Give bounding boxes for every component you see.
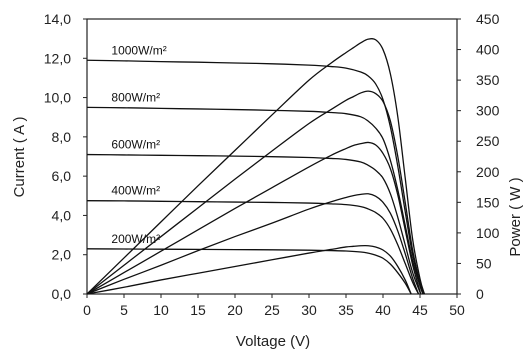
y-left-tick-label: 8,0 <box>52 129 72 145</box>
y-right-tick-label: 50 <box>476 255 492 271</box>
y-left-tick-label: 2,0 <box>52 247 72 263</box>
y-left-tick-label: 12,0 <box>44 50 71 66</box>
x-tick-label: 50 <box>449 302 465 318</box>
x-tick-label: 25 <box>264 302 280 318</box>
y-right-axis-title: Power ( W ) <box>507 177 524 256</box>
x-tick-label: 35 <box>338 302 354 318</box>
y-right-tick-label: 400 <box>476 42 500 58</box>
y-right-tick-label: 100 <box>476 225 500 241</box>
y-left-tick-label: 6,0 <box>52 168 72 184</box>
series-label-800w-m: 800W/m² <box>111 90 160 104</box>
labels: 0 5 10 15 20 25 30 35 40 45 50 0,0 2,0 4,0 6,0 8,0 10,0 1… <box>44 11 500 318</box>
x-tick-label: 15 <box>190 302 206 318</box>
x-axis-title: Voltage (V) <box>236 333 310 350</box>
y-left-axis-title: Current ( A ) <box>11 117 28 198</box>
y-right-tick-label: 0 <box>476 286 484 302</box>
series-label-1000w-m: 1000W/m² <box>111 43 166 57</box>
y-right-tick-label: 450 <box>476 11 500 27</box>
iv-curve-600w-m <box>86 153 422 295</box>
y-right-tick-label: 300 <box>476 103 500 119</box>
y-left-tick-label: 0,0 <box>52 286 72 302</box>
series-label-200w-m: 200W/m² <box>111 232 160 246</box>
x-tick-label: 30 <box>301 302 317 318</box>
y-right-tick-label: 350 <box>476 72 500 88</box>
x-tick-label: 20 <box>227 302 243 318</box>
iv-curve-200w-m <box>86 248 412 295</box>
x-tick-label: 45 <box>412 302 428 318</box>
y-left-tick-label: 4,0 <box>52 207 72 223</box>
pv-curve-600w-m <box>86 141 422 295</box>
y-right-tick-label: 200 <box>476 164 500 180</box>
x-tick-label: 5 <box>120 302 128 318</box>
iv-curve-1000w-m <box>86 59 426 295</box>
pv-curve-400w-m <box>86 193 420 295</box>
pv-curve-200w-m <box>86 244 412 295</box>
series-label-400w-m: 400W/m² <box>111 184 160 198</box>
iv-curve-400w-m <box>86 200 420 295</box>
series-label-600w-m: 600W/m² <box>111 138 160 152</box>
x-tick-label: 0 <box>83 302 91 318</box>
curves <box>86 37 426 295</box>
y-right-tick-label: 150 <box>476 194 500 210</box>
x-tick-label: 10 <box>153 302 169 318</box>
y-left-tick-label: 10,0 <box>44 90 71 106</box>
plot-frame <box>83 18 461 298</box>
pv-curve-800w-m <box>86 90 424 295</box>
iv-curve-800w-m <box>86 106 424 295</box>
y-left-tick-label: 14,0 <box>44 11 71 27</box>
x-tick-label: 40 <box>375 302 391 318</box>
y-right-tick-label: 250 <box>476 133 500 149</box>
pv-curve-1000w-m <box>86 37 426 295</box>
